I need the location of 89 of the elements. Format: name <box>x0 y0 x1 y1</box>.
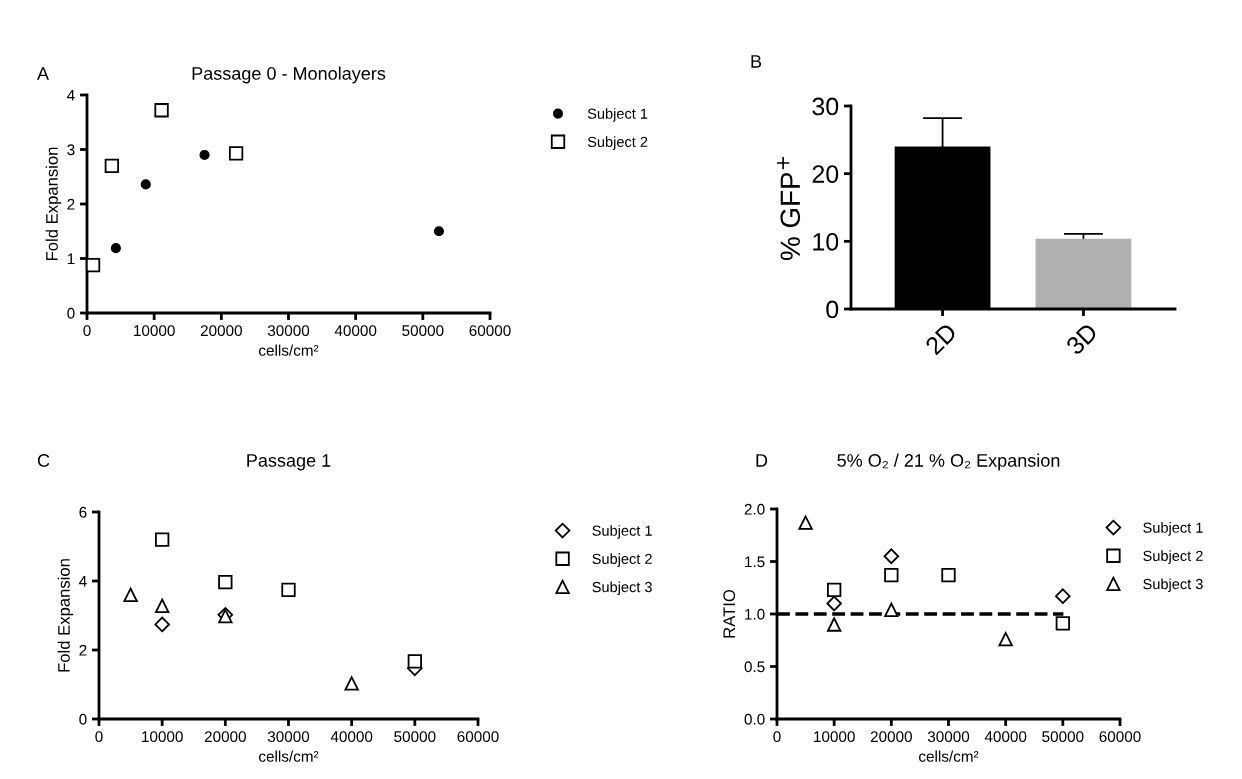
x-tick-label: 50000 <box>1042 731 1084 743</box>
point <box>85 257 101 273</box>
y-tick-label: 1.0 <box>745 608 765 620</box>
point <box>110 243 121 254</box>
y-axis-title: % GFP$^{+}$ <box>777 156 801 260</box>
legend-label: Subject 3 <box>592 581 652 596</box>
x-axis-title: cells/cm² <box>919 750 979 762</box>
x-tick-label: 20000 <box>870 731 912 743</box>
x-tick-label: 10000 <box>134 325 175 337</box>
text: C <box>37 454 50 467</box>
y-axis-title: Fold Expansion <box>57 559 74 672</box>
point <box>199 149 210 161</box>
point <box>884 602 899 617</box>
y-tick-label: 0 <box>826 300 839 319</box>
point <box>281 582 296 598</box>
x-tick-label: 40000 <box>334 325 377 337</box>
point <box>998 632 1013 647</box>
y-tick-label: 3 <box>67 144 75 156</box>
legend-label: Subject 1 <box>587 108 648 122</box>
text: A <box>37 67 50 80</box>
point <box>228 146 244 161</box>
x-tick-label: 20000 <box>200 325 242 337</box>
point <box>798 515 813 530</box>
point <box>407 654 422 669</box>
point <box>941 567 956 583</box>
x-axis-title: cells/cm² <box>259 750 319 762</box>
y-tick-label: 0.0 <box>744 713 765 725</box>
point <box>1055 588 1071 604</box>
x-tick-label: 50000 <box>402 325 444 337</box>
point <box>344 676 359 691</box>
x-tick-label: 10000 <box>814 731 855 743</box>
legend-label: Subject 2 <box>1143 550 1203 564</box>
point <box>104 158 120 174</box>
legend-label: Subject 1 <box>1143 522 1203 536</box>
legend-label: Subject 3 <box>1143 578 1203 593</box>
x-tick-label: 30000 <box>267 731 310 743</box>
x-tick-label: 10000 <box>142 731 183 743</box>
point <box>883 548 900 565</box>
point <box>1055 616 1070 631</box>
legend-label: Subject 1 <box>592 525 652 539</box>
y-tick-label: 2.0 <box>744 503 765 515</box>
text: B <box>751 55 762 68</box>
x-tick-label: 50000 <box>394 731 436 743</box>
chart-title: 5% O₂ / 21 % O₂ Expansion <box>837 453 1060 471</box>
y-tick-label: 10 <box>813 232 839 251</box>
x-axis-title: cells/cm² <box>259 344 319 356</box>
point <box>827 617 842 632</box>
y-axis-title: RATIO <box>723 589 736 638</box>
y-tick-label: 1 <box>67 253 75 265</box>
y-tick-label: 6 <box>79 506 87 518</box>
legend-label: Subject 2 <box>592 553 652 567</box>
x-tick-label: 40000 <box>984 731 1027 743</box>
y-tick-label: 4 <box>67 90 75 101</box>
x-tick-label: 0 <box>773 731 781 743</box>
x-tick-label: 30000 <box>267 325 310 337</box>
y-tick-label: 4 <box>79 576 87 587</box>
y-tick-label: 0 <box>79 713 87 725</box>
x-tick-label: 30000 <box>927 731 970 743</box>
text: D <box>756 454 768 467</box>
x-tick-label: 3D <box>1065 322 1099 356</box>
point <box>154 103 169 118</box>
x-tick-label: 20000 <box>204 731 246 743</box>
point <box>827 582 842 598</box>
x-tick-label: 40000 <box>330 731 373 743</box>
point <box>155 598 170 613</box>
y-tick-label: 0 <box>67 307 75 319</box>
point <box>140 179 151 190</box>
point <box>154 616 170 633</box>
x-tick-label: 60000 <box>457 731 499 743</box>
x-tick-label: 2D <box>924 322 958 356</box>
chart-title: Passage 1 <box>247 454 331 471</box>
y-tick-label: 2 <box>67 198 75 210</box>
x-tick-label: 60000 <box>469 325 511 337</box>
y-tick-label: 2 <box>79 644 87 656</box>
point <box>884 567 899 583</box>
point <box>826 595 842 612</box>
point <box>433 226 445 237</box>
point <box>155 532 170 547</box>
legend-label: Subject 2 <box>587 136 648 150</box>
y-tick-label: 30 <box>812 97 839 116</box>
y-tick-label: 20 <box>812 165 839 183</box>
point <box>123 587 138 602</box>
y-axis-title: Fold Expansion <box>45 147 62 261</box>
y-tick-label: 1.5 <box>745 556 765 568</box>
x-tick-label: 0 <box>95 731 103 743</box>
point <box>218 574 233 590</box>
x-tick-label: 60000 <box>1099 731 1141 743</box>
y-tick-label: 0.5 <box>744 661 765 673</box>
chart-title: Passage 0 - Monolayers <box>192 66 386 84</box>
